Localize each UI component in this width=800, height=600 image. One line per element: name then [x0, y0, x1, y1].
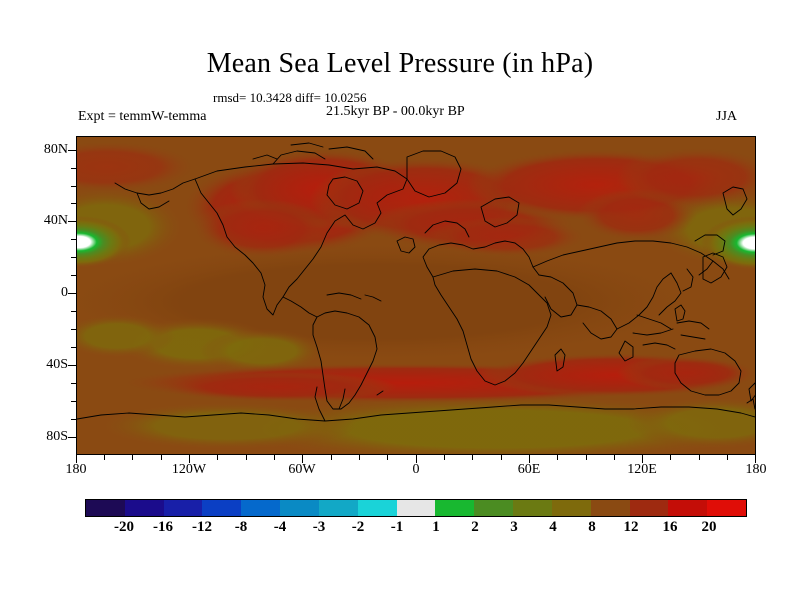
colorbar-swatch-15 [668, 500, 708, 516]
x-tick-major [302, 455, 303, 463]
x-tick-major [416, 455, 417, 463]
colorbar [85, 499, 747, 517]
season-label: JJA [716, 109, 738, 124]
x-tick-label-120w: 120W [171, 462, 207, 477]
x-tick-minor [501, 455, 502, 460]
y-tick-major [68, 293, 76, 294]
x-tick-label-60w: 60W [288, 462, 316, 477]
y-tick-minor [71, 311, 76, 312]
x-tick-minor [472, 455, 473, 460]
x-tick-label-120e: 120E [627, 462, 657, 477]
colorbar-swatch-0 [86, 500, 125, 516]
y-tick-minor [71, 383, 76, 384]
colorbar-swatch-13 [590, 500, 630, 516]
x-tick-minor [444, 455, 445, 460]
y-tick-label-40n: 40N [43, 213, 68, 228]
colorbar-swatch-9 [435, 500, 475, 516]
colorbar-label-12: 12 [623, 519, 639, 535]
colorbar-swatch-5 [280, 500, 319, 516]
period-annotation: 21.5kyr BP - 00.0kyr BP [326, 104, 465, 119]
x-tick-major [529, 455, 530, 463]
colorbar-swatch-11 [513, 500, 552, 516]
y-tick-minor [71, 419, 76, 420]
colorbar-swatch-4 [241, 500, 281, 516]
y-tick-major [68, 365, 76, 366]
y-tick-major [68, 437, 76, 438]
colorbar-label-3: 3 [510, 519, 518, 535]
colorbar-label-20: 20 [701, 519, 717, 535]
y-tick-major [68, 221, 76, 222]
colorbar-label-1: 1 [432, 519, 440, 535]
x-tick-minor [246, 455, 247, 460]
anomaly-field [77, 137, 755, 454]
experiment-label: Expt = temmW-temma [78, 109, 207, 124]
x-tick-minor [586, 455, 587, 460]
stats-annotation: rmsd= 10.3428 diff= 10.0256 [213, 90, 367, 105]
colorbar-label-16: 16 [662, 519, 678, 535]
y-tick-minor [71, 186, 76, 187]
y-tick-minor [71, 275, 76, 276]
colorbar-label-8: 8 [588, 519, 596, 535]
colorbar-swatch-10 [474, 500, 514, 516]
x-tick-major [755, 455, 756, 463]
colorbar-swatch-6 [318, 500, 358, 516]
colorbar-swatch-2 [163, 500, 203, 516]
colorbar-label--16: -16 [153, 519, 173, 535]
y-tick-minor [71, 239, 76, 240]
y-tick-label-80n: 80N [43, 142, 68, 157]
page-title: Mean Sea Level Pressure (in hPa) [206, 48, 594, 79]
colorbar-label--12: -12 [192, 519, 212, 535]
colorbar-swatch-8 [396, 500, 436, 516]
colorbar-label-4: 4 [549, 519, 557, 535]
colorbar-swatch-7 [357, 500, 397, 516]
x-tick-label-60e: 60E [517, 462, 541, 477]
x-tick-minor [557, 455, 558, 460]
y-tick-label-0: 0 [61, 285, 68, 300]
colorbar-swatch-1 [124, 500, 164, 516]
coastlines [77, 142, 755, 422]
x-tick-minor [614, 455, 615, 460]
colorbar-swatch-3 [202, 500, 242, 516]
x-tick-minor [274, 455, 275, 460]
y-tick-minor [71, 401, 76, 402]
colorbar-swatch-12 [551, 500, 591, 516]
y-tick-minor [71, 168, 76, 169]
colorbar-label-2: 2 [471, 519, 479, 535]
x-tick-major [76, 455, 77, 463]
x-tick-label-180e: 180 [745, 462, 767, 477]
x-tick-minor [699, 455, 700, 460]
x-tick-label-180w: 180 [65, 462, 87, 477]
x-tick-minor [331, 455, 332, 460]
x-tick-major [189, 455, 190, 463]
colorbar-label--20: -20 [114, 519, 134, 535]
x-tick-minor [359, 455, 360, 460]
y-tick-label-80s: 80S [46, 429, 68, 444]
x-tick-minor [727, 455, 728, 460]
colorbar-label--8: -8 [234, 519, 248, 535]
colorbar-label--3: -3 [312, 519, 326, 535]
x-tick-minor [132, 455, 133, 460]
y-tick-minor [71, 257, 76, 258]
colorbar-swatch-16 [707, 500, 747, 516]
y-tick-label-40s: 40S [46, 357, 68, 372]
x-tick-minor [217, 455, 218, 460]
x-tick-minor [670, 455, 671, 460]
x-tick-label-0: 0 [412, 462, 420, 477]
y-tick-minor [71, 329, 76, 330]
y-tick-minor [71, 203, 76, 204]
x-tick-minor [104, 455, 105, 460]
y-tick-minor [71, 347, 76, 348]
x-tick-minor [161, 455, 162, 460]
colorbar-label--1: -1 [390, 519, 404, 535]
map-plot-area [76, 136, 756, 455]
colorbar-label--2: -2 [351, 519, 365, 535]
y-tick-major [68, 150, 76, 151]
x-tick-minor [387, 455, 388, 460]
colorbar-label--4: -4 [273, 519, 287, 535]
colorbar-swatch-14 [629, 500, 669, 516]
x-tick-major [642, 455, 643, 463]
